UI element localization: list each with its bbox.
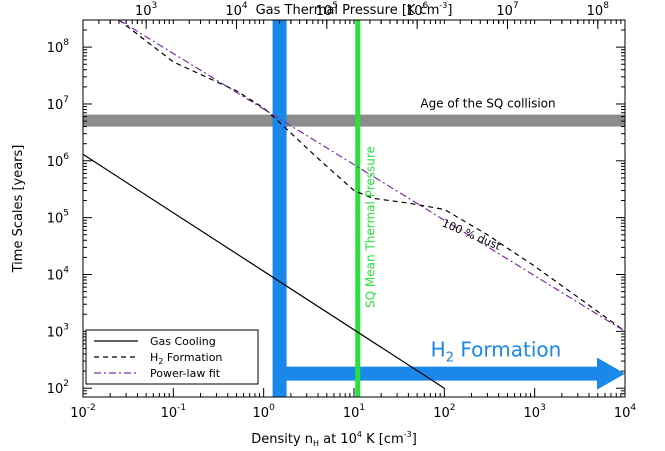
top-x-axis-label: Gas Thermal Pressure [K cm-3] [256,1,453,18]
x-tick-label: 104 [614,403,637,421]
age-band [83,114,625,127]
h2-formation-bar [272,20,287,397]
series-line-0 [83,153,445,389]
x-tick-label: 103 [524,403,546,421]
legend-label-0: Gas Cooling [150,335,216,348]
series-line-2 [118,20,625,332]
legend-label-1: H2 Formation [150,351,222,366]
mean-pressure-label: SQ Mean Thermal Pressure [364,146,378,308]
y-tick-label: 105 [47,209,69,227]
dust-annotation: 100 % dust [440,217,503,254]
y-tick-label: 103 [47,322,69,340]
labels-layer: Age of the SQ collision H2 Formation SQ Me… [11,1,636,448]
y-tick-label: 104 [47,266,70,284]
top-x-tick-label: 103 [135,1,157,19]
age-band-label: Age of the SQ collision [420,97,555,111]
series-layer [83,20,625,389]
x-axis-label: Density nH at 104 K [cm-3] [251,430,417,448]
x-tick-label: 10-1 [161,403,187,421]
ticks-layer [82,19,626,398]
y-tick-label: 108 [47,38,70,56]
top-x-tick-label: 105 [316,1,338,19]
top-x-tick-label: 108 [587,1,610,19]
y-tick-label: 107 [47,95,69,113]
x-tick-label: 100 [253,403,276,421]
top-x-tick-label: 106 [406,1,429,19]
y-tick-label: 106 [47,152,70,170]
top-x-tick-label: 107 [496,1,518,19]
y-axis-label: Time Scales [years] [11,145,26,274]
x-tick-label: 101 [343,403,365,421]
h2-formation-arrow-label: H2 Formation [431,338,562,366]
top-x-tick-label: 104 [225,1,248,19]
x-tick-label: 102 [433,403,455,421]
x-tick-label: 10-2 [70,403,96,421]
fills-layer [83,20,625,397]
h2-formation-arrow [279,357,625,390]
legend-label-2: Power-law fit [150,367,221,380]
y-tick-label: 102 [47,379,69,397]
